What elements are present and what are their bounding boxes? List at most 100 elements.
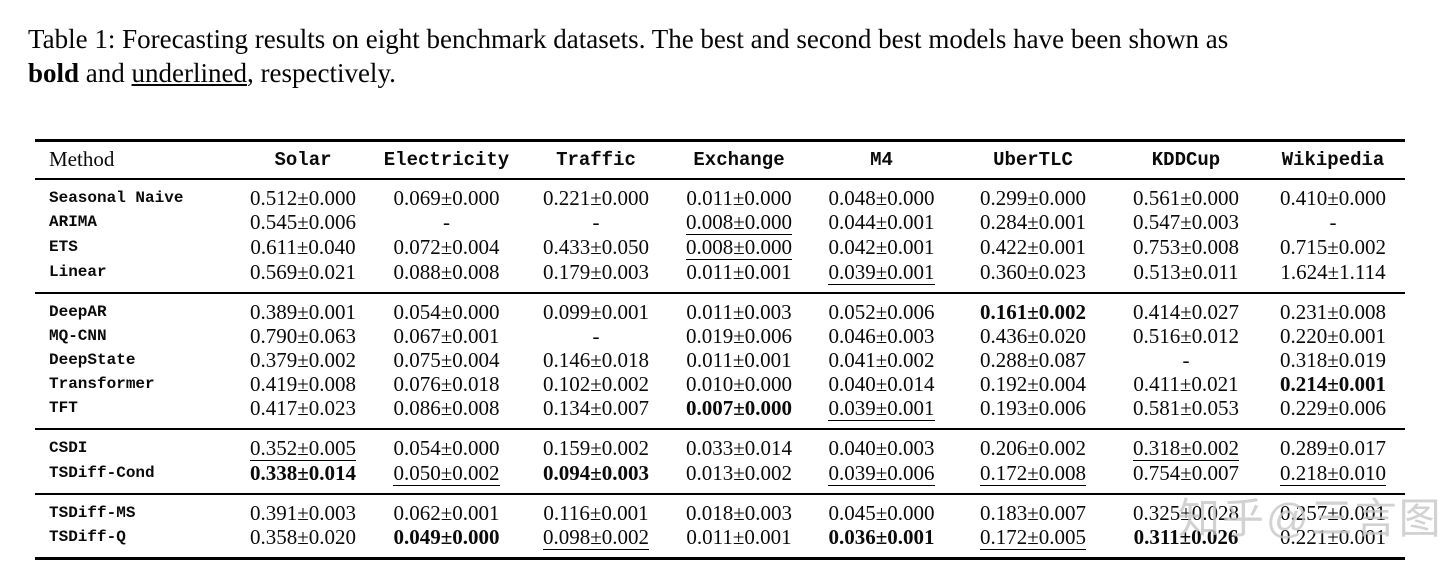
value-cell: -	[522, 210, 670, 235]
value-cell: 0.039±0.006	[808, 461, 955, 494]
value-cell: 0.011±0.000	[670, 179, 808, 210]
value-cell: 0.054±0.000	[371, 293, 522, 324]
value-cell: 0.075±0.004	[371, 348, 522, 372]
metric-value: 1.624±1.114	[1280, 260, 1386, 284]
value-cell: 0.116±0.001	[522, 494, 670, 525]
caption-text-between: and	[79, 58, 132, 88]
value-cell: 0.220±0.001	[1261, 324, 1405, 348]
table-row: Linear 0.569±0.021 0.088±0.008 0.179±0.003 0…	[35, 260, 1405, 293]
value-cell: 0.048±0.000	[808, 179, 955, 210]
value-cell: 0.419±0.008	[235, 372, 371, 396]
method-cell: CSDI	[49, 439, 88, 457]
metric-value: 0.040±0.014	[828, 371, 935, 396]
table-header: Method Solar Electricity Traffic Exchang…	[35, 140, 1405, 180]
value-cell: -	[1261, 210, 1405, 235]
metric-value: 0.094±0.003	[542, 461, 650, 485]
method-cell: Linear	[49, 263, 107, 281]
value-cell: 0.099±0.001	[522, 293, 670, 324]
group-tsdiff-variants: TSDiff-MS 0.391±0.003 0.062±0.001 0.116±0.0…	[35, 494, 1405, 559]
metric-value: 0.715±0.002	[1279, 235, 1387, 259]
value-cell: 0.569±0.021	[235, 260, 371, 293]
value-cell: 0.288±0.087	[955, 348, 1111, 372]
metric-value: 0.049±0.000	[393, 525, 500, 549]
group-diffusion-conditional: CSDI 0.352±0.005 0.054±0.000 0.159±0.002 0.0…	[35, 429, 1405, 494]
method-cell: TSDiff-Q	[49, 528, 126, 546]
value-cell: 0.206±0.002	[955, 429, 1111, 461]
method-cell: ETS	[49, 238, 78, 256]
value-cell: 0.013±0.002	[670, 461, 808, 494]
metric-value: 0.206±0.002	[979, 436, 1087, 460]
value-cell: 0.172±0.005	[955, 525, 1111, 559]
metric-value: 0.161±0.002	[979, 299, 1087, 324]
value-cell: 0.062±0.001	[371, 494, 522, 525]
value-cell: 0.050±0.002	[371, 461, 522, 494]
metric-value: 0.054±0.000	[393, 299, 500, 324]
metric-value: 0.436±0.020	[979, 323, 1087, 348]
metric-value: 0.011±0.001	[686, 347, 792, 372]
value-cell: 0.358±0.020	[235, 525, 371, 559]
metric-value: 0.360±0.023	[979, 260, 1087, 284]
column-header-exchange: Exchange	[670, 140, 808, 180]
metric-value: 0.561±0.000	[1132, 185, 1240, 210]
method-cell: DeepState	[49, 350, 136, 369]
column-header-method: Method	[35, 140, 235, 180]
value-cell: 0.318±0.019	[1261, 348, 1405, 372]
metric-value: 0.611±0.040	[250, 235, 356, 259]
value-cell: 0.033±0.014	[670, 429, 808, 461]
metric-value: 0.419±0.008	[249, 371, 357, 396]
value-cell: 0.417±0.023	[235, 396, 371, 429]
metric-value: 0.325±0.028	[1132, 500, 1240, 525]
metric-value: 0.086±0.008	[393, 396, 500, 420]
table-row: TSDiff-Cond 0.338±0.014 0.050±0.002 0.094±0…	[35, 461, 1405, 494]
group-deep-learning-baselines: DeepAR 0.389±0.001 0.054±0.000 0.099±0.001 0…	[35, 293, 1405, 429]
value-cell: 0.547±0.003	[1111, 210, 1261, 235]
value-cell: 0.011±0.001	[670, 260, 808, 293]
value-cell: 0.754±0.007	[1111, 461, 1261, 494]
value-cell: 0.018±0.003	[670, 494, 808, 525]
metric-value: 0.039±0.001	[828, 395, 935, 421]
value-cell: 0.289±0.017	[1261, 429, 1405, 461]
metric-value: 0.011±0.001	[686, 260, 792, 284]
value-cell: 0.042±0.001	[808, 235, 955, 260]
value-cell: 0.076±0.018	[371, 372, 522, 396]
value-cell: 0.389±0.001	[235, 293, 371, 324]
value-cell: 0.179±0.003	[522, 260, 670, 293]
method-cell: TSDiff-Cond	[49, 464, 155, 482]
value-cell: -	[522, 324, 670, 348]
value-cell: 0.379±0.002	[235, 348, 371, 372]
value-cell: 0.039±0.001	[808, 396, 955, 429]
method-cell: TSDiff-MS	[49, 503, 136, 522]
method-cell: ARIMA	[49, 213, 98, 231]
metric-value: 0.099±0.001	[542, 299, 650, 324]
metric-value: 0.050±0.002	[393, 460, 500, 486]
caption-underlined-word: underlined	[131, 58, 247, 88]
metric-value: -	[1329, 210, 1337, 234]
metric-value: 0.033±0.014	[685, 436, 793, 460]
metric-value: 0.039±0.006	[828, 460, 935, 486]
value-cell: 0.214±0.001	[1261, 372, 1405, 396]
table-row: ETS 0.611±0.040 0.072±0.004 0.433±0.050 0.00…	[35, 235, 1405, 260]
metric-value: 0.512±0.000	[249, 185, 357, 210]
value-cell: 0.045±0.000	[808, 494, 955, 525]
metric-value: 0.172±0.005	[979, 524, 1087, 550]
column-header-wikipedia: Wikipedia	[1261, 140, 1405, 180]
table-row: Transformer 0.419±0.008 0.076±0.018 0.102±0…	[35, 372, 1405, 396]
value-cell: 0.046±0.003	[808, 324, 955, 348]
metric-value: 0.221±0.000	[542, 185, 650, 210]
value-cell: 0.011±0.001	[670, 348, 808, 372]
value-cell: 0.102±0.002	[522, 372, 670, 396]
metric-value: 0.513±0.011	[1133, 260, 1239, 284]
metric-value: 0.231±0.008	[1279, 299, 1387, 324]
table-row: CSDI 0.352±0.005 0.054±0.000 0.159±0.002 0.0…	[35, 429, 1405, 461]
metric-value: 0.192±0.004	[979, 371, 1087, 396]
value-cell: 0.299±0.000	[955, 179, 1111, 210]
metric-value: 0.220±0.001	[1279, 323, 1387, 348]
metric-value: 0.288±0.087	[979, 347, 1087, 372]
value-cell: 0.422±0.001	[955, 235, 1111, 260]
metric-value: 0.067±0.001	[393, 323, 500, 348]
value-cell: 0.715±0.002	[1261, 235, 1405, 260]
table-row: TFT 0.417±0.023 0.086±0.008 0.134±0.007 0.00…	[35, 396, 1405, 429]
metric-value: 0.013±0.002	[685, 461, 793, 485]
metric-value: 0.134±0.007	[542, 396, 650, 420]
value-cell: 0.161±0.002	[955, 293, 1111, 324]
